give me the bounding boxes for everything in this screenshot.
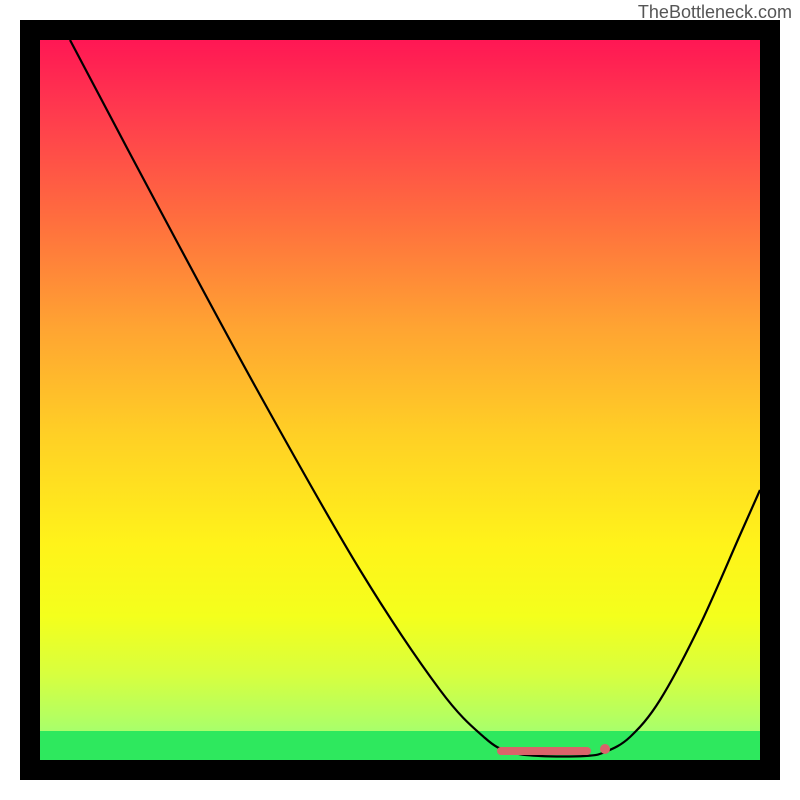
bottleneck-curve [40,40,760,760]
plot-area [40,40,760,760]
watermark-text: TheBottleneck.com [638,2,792,23]
valley-indicator-bar [497,747,591,755]
chart-frame [20,20,780,780]
chart-container: TheBottleneck.com [0,0,800,800]
